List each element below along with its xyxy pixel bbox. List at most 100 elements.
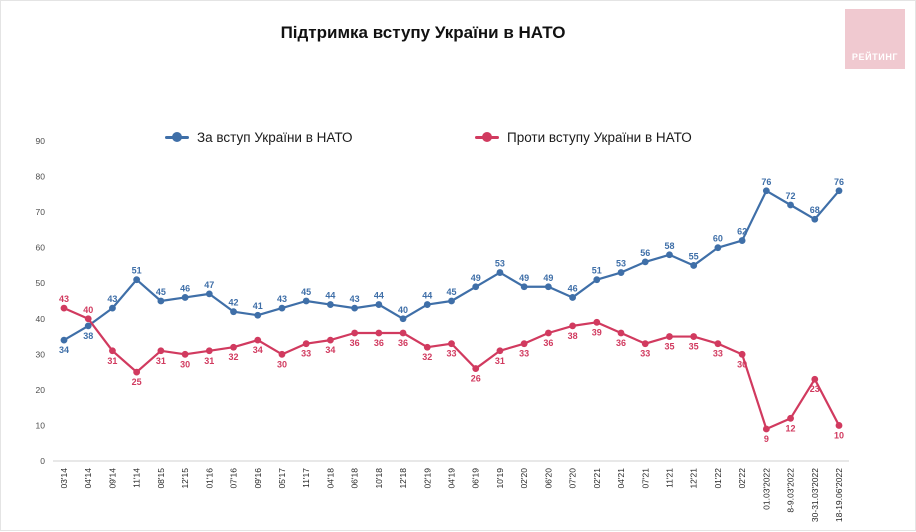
data-point-against bbox=[787, 414, 794, 422]
value-label-for: 49 bbox=[471, 273, 481, 283]
data-point-against bbox=[375, 329, 383, 337]
legend-item-for: За вступ України в НАТО bbox=[165, 129, 352, 145]
x-axis-label: 01'16 bbox=[204, 468, 214, 489]
data-point-against bbox=[520, 340, 528, 348]
value-label-for: 43 bbox=[350, 294, 360, 304]
value-label-against: 34 bbox=[325, 345, 335, 355]
value-label-against: 33 bbox=[446, 349, 456, 359]
value-label-against: 10 bbox=[834, 430, 844, 440]
value-label-for: 55 bbox=[689, 251, 699, 261]
x-axis-label: 06'20 bbox=[543, 468, 553, 489]
value-label-against: 40 bbox=[83, 305, 93, 315]
data-point-for bbox=[472, 283, 480, 291]
x-axis-label: 02'20 bbox=[519, 468, 529, 489]
value-label-for: 44 bbox=[325, 291, 335, 301]
y-axis-label: 10 bbox=[36, 420, 46, 430]
data-point-for bbox=[714, 244, 722, 252]
value-label-against: 36 bbox=[616, 338, 626, 348]
data-point-for bbox=[399, 315, 407, 323]
legend-label-for: За вступ України в НАТО bbox=[197, 129, 353, 145]
data-point-against bbox=[762, 425, 770, 433]
value-label-against: 23 bbox=[810, 384, 820, 394]
data-point-against bbox=[641, 340, 649, 348]
data-point-for bbox=[569, 294, 576, 301]
data-point-for bbox=[181, 294, 189, 301]
x-axis-label: 02'22 bbox=[737, 468, 747, 489]
data-point-for bbox=[617, 269, 625, 276]
value-label-against: 33 bbox=[519, 349, 529, 359]
value-label-for: 46 bbox=[568, 283, 578, 293]
value-label-against: 36 bbox=[350, 338, 360, 348]
data-point-against bbox=[448, 340, 455, 348]
data-point-for bbox=[593, 276, 601, 284]
value-label-against: 33 bbox=[640, 349, 650, 359]
value-label-against: 36 bbox=[374, 338, 384, 348]
data-point-for bbox=[205, 290, 213, 298]
data-point-against bbox=[109, 347, 116, 355]
y-axis-label: 90 bbox=[36, 136, 46, 146]
legend-dot-against bbox=[482, 132, 492, 142]
value-label-against: 31 bbox=[495, 356, 505, 366]
data-point-for bbox=[520, 283, 528, 291]
data-point-against bbox=[423, 343, 431, 351]
x-axis-label: 07'16 bbox=[229, 468, 239, 489]
value-label-for: 76 bbox=[761, 177, 771, 187]
data-point-against bbox=[205, 347, 213, 355]
data-point-against bbox=[254, 336, 262, 344]
data-point-against bbox=[302, 340, 310, 348]
value-label-against: 31 bbox=[107, 356, 117, 366]
x-axis-label: 04'18 bbox=[325, 468, 335, 489]
y-axis-label: 20 bbox=[36, 385, 46, 395]
data-point-for bbox=[375, 301, 383, 308]
x-axis-label: 01.03'2022 bbox=[761, 468, 771, 510]
value-label-for: 49 bbox=[543, 273, 553, 283]
data-point-against bbox=[157, 347, 165, 355]
value-label-for: 43 bbox=[277, 294, 287, 304]
data-point-for bbox=[544, 283, 552, 291]
x-axis-label: 01'22 bbox=[713, 468, 723, 489]
data-point-for bbox=[641, 258, 649, 266]
data-point-for bbox=[448, 297, 455, 305]
value-label-for: 34 bbox=[59, 345, 69, 355]
data-point-for bbox=[109, 304, 116, 312]
x-axis-label: 11'14 bbox=[132, 468, 142, 488]
x-axis-label: 12'21 bbox=[689, 468, 699, 489]
data-point-against bbox=[327, 336, 334, 344]
data-point-against bbox=[569, 322, 576, 330]
data-point-against bbox=[835, 422, 843, 429]
value-label-for: 53 bbox=[616, 259, 626, 269]
data-point-for bbox=[423, 301, 431, 308]
value-label-for: 46 bbox=[180, 283, 190, 293]
data-point-against bbox=[278, 350, 286, 358]
rating-group-logo-text: РЕЙТИНГ bbox=[851, 52, 899, 62]
value-label-against: 35 bbox=[664, 342, 674, 352]
value-label-for: 41 bbox=[253, 301, 263, 311]
data-point-for bbox=[254, 311, 262, 319]
value-label-for: 76 bbox=[834, 177, 844, 187]
x-axis-label: 07'21 bbox=[640, 468, 650, 489]
data-point-for bbox=[690, 262, 698, 269]
y-axis-label: 30 bbox=[36, 349, 46, 359]
data-point-against bbox=[230, 343, 237, 351]
value-label-against: 12 bbox=[786, 423, 796, 433]
data-point-against bbox=[690, 333, 698, 340]
x-axis-label: 10'18 bbox=[374, 468, 384, 489]
value-label-for: 56 bbox=[640, 248, 650, 258]
data-point-for bbox=[787, 201, 794, 209]
data-point-for bbox=[60, 336, 68, 344]
value-label-for: 45 bbox=[446, 287, 456, 297]
x-axis-label: 10'19 bbox=[495, 468, 505, 489]
value-label-for: 45 bbox=[156, 287, 166, 297]
data-point-against bbox=[544, 329, 552, 337]
value-label-against: 35 bbox=[689, 342, 699, 352]
data-point-for bbox=[496, 269, 504, 276]
x-axis-label: 07'20 bbox=[568, 468, 578, 489]
x-axis-label: 8-9.03'2022 bbox=[786, 468, 796, 513]
value-label-against: 39 bbox=[592, 327, 602, 337]
x-axis-label: 18-19.06'2022 bbox=[834, 468, 844, 522]
data-point-for bbox=[811, 215, 819, 223]
value-label-against: 32 bbox=[229, 352, 239, 362]
data-point-against bbox=[60, 304, 68, 312]
